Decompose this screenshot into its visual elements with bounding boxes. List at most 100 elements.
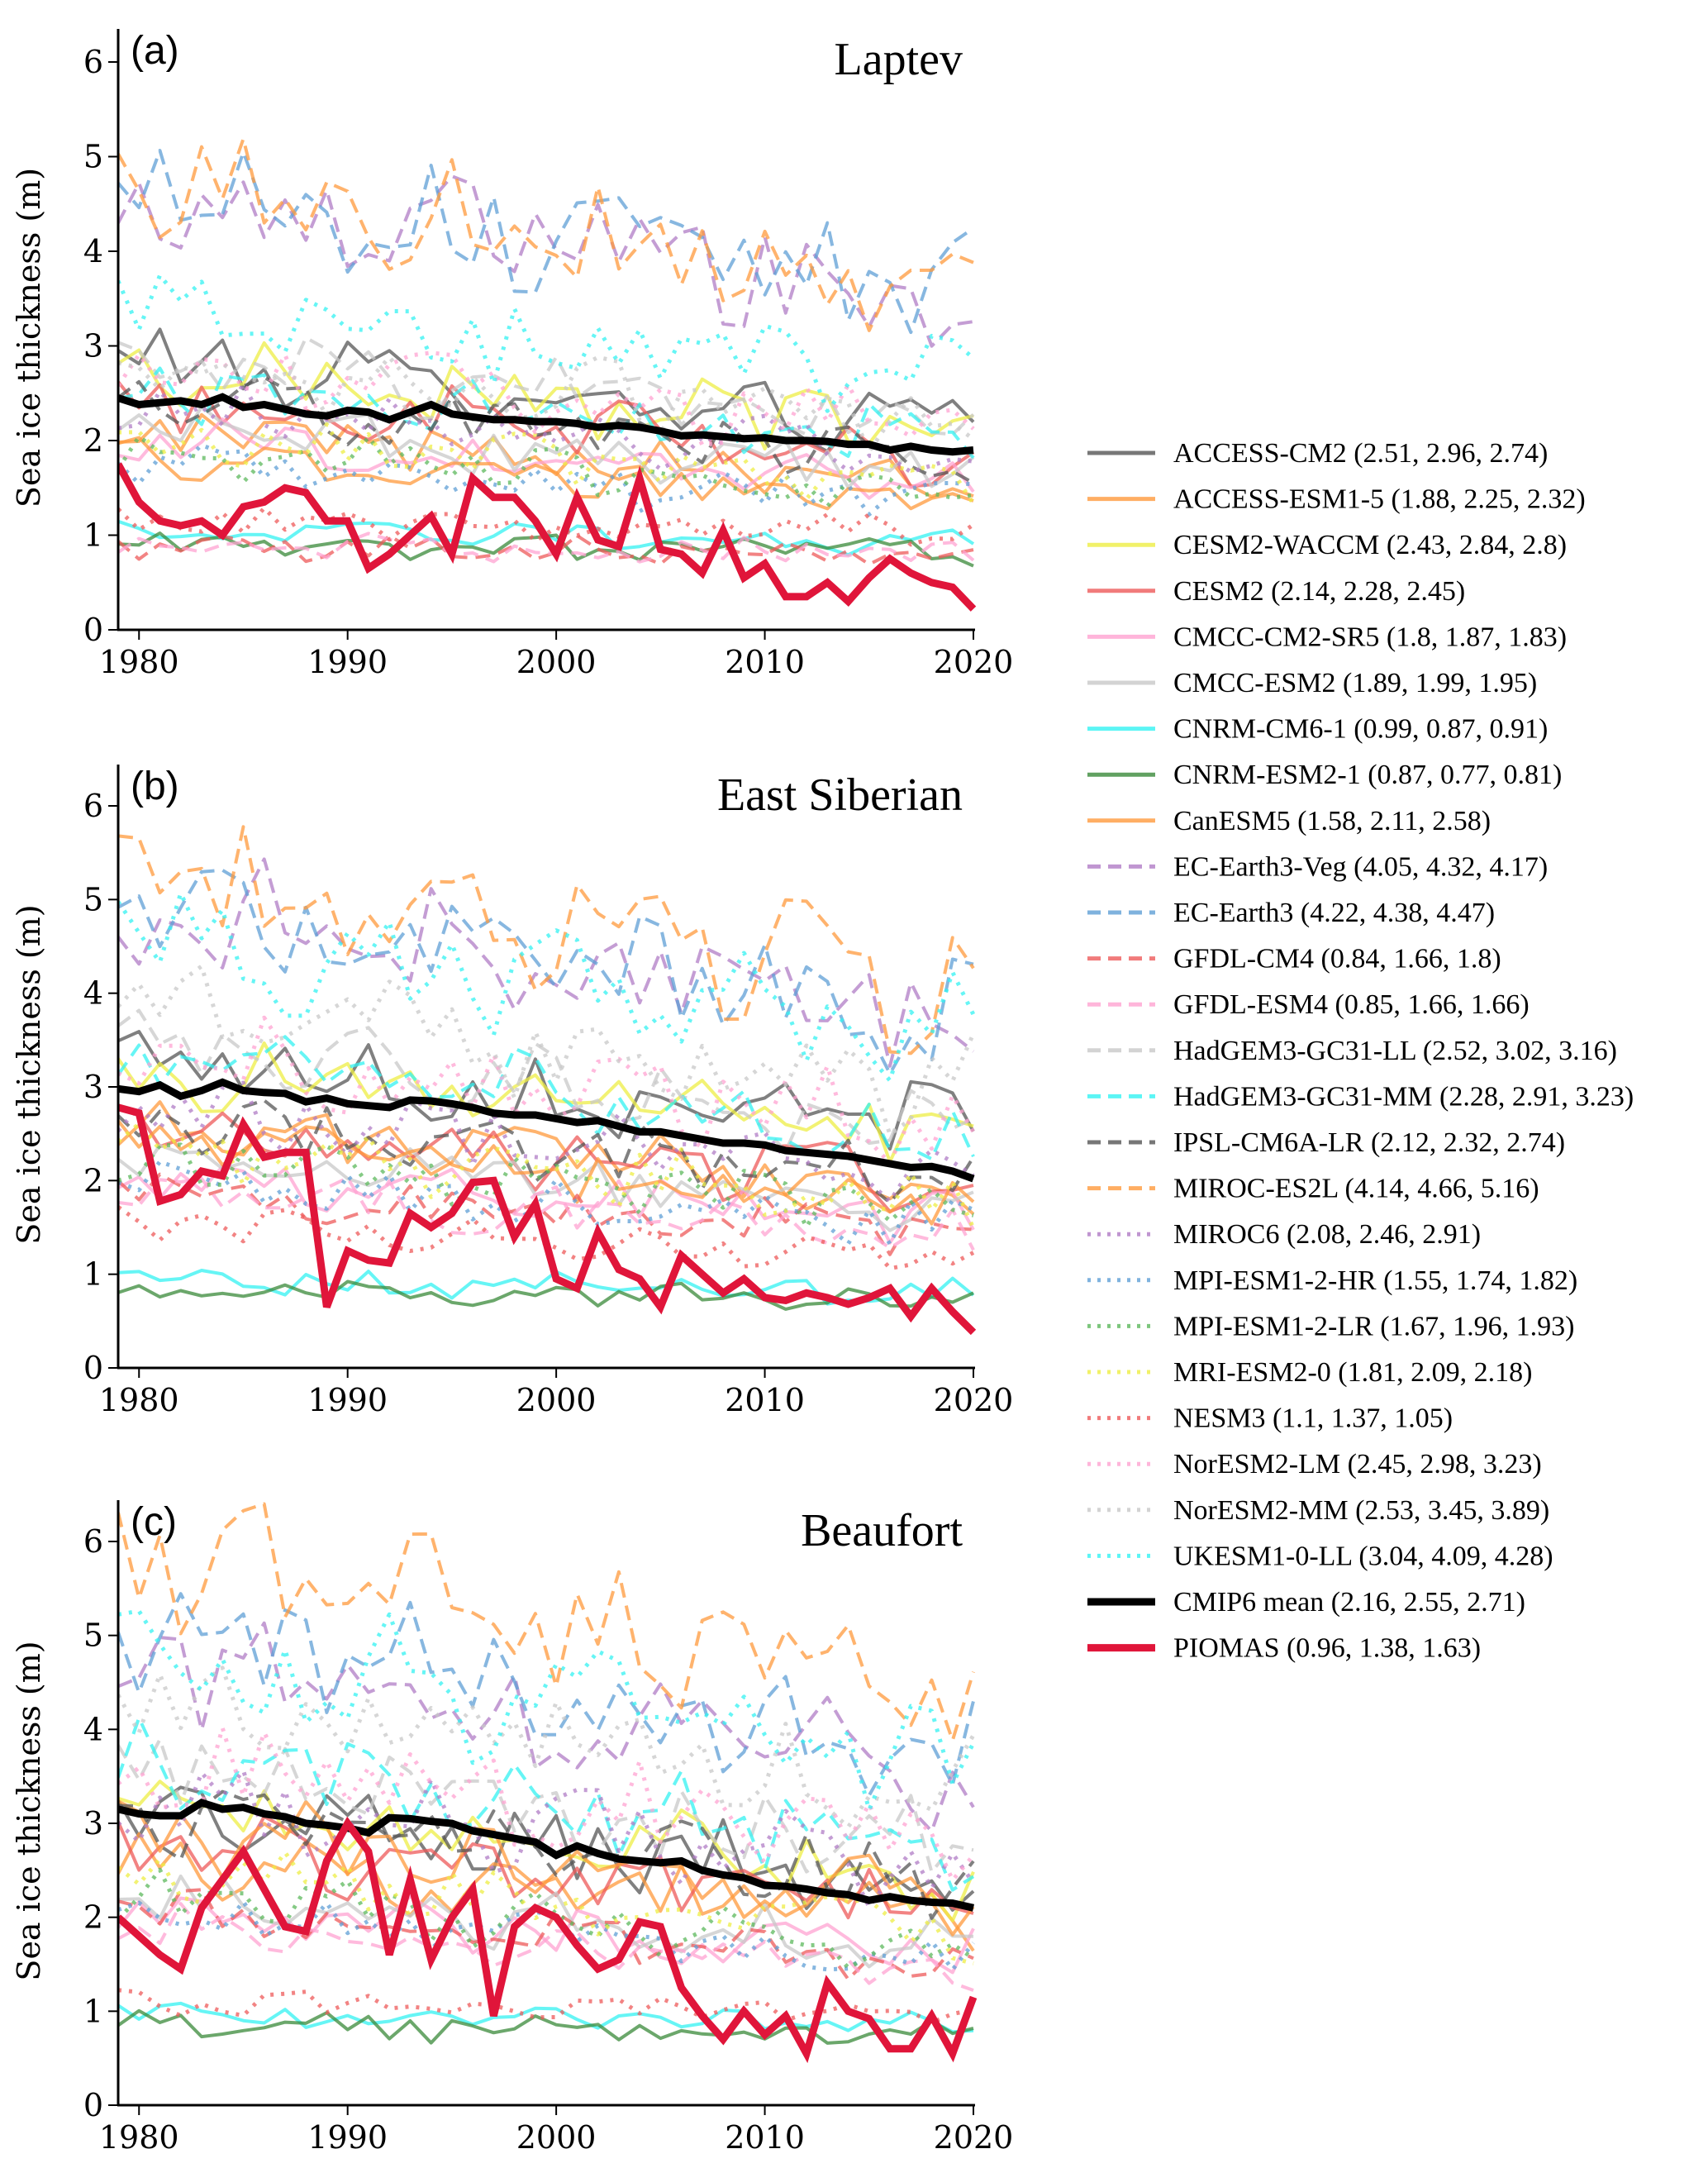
piomas-line xyxy=(118,1103,977,1336)
legend-item: NorESM2-LM (2.45, 2.98, 3.23) xyxy=(1087,1449,1542,1479)
legend-item: PIOMAS (0.96, 1.38, 1.63) xyxy=(1087,1633,1481,1664)
y-axis-label: Sea ice thickness (m) xyxy=(11,904,47,1244)
legend-item: IPSL-CM6A-LR (2.12, 2.32, 2.74) xyxy=(1087,1127,1565,1158)
y-axis-label: Sea ice thickness (m) xyxy=(11,168,47,507)
legend-label: CanESM5 (1.58, 2.11, 2.58) xyxy=(1173,806,1491,836)
series-line-miroc6 xyxy=(118,381,974,474)
series-line-miroc-es2l xyxy=(118,1502,975,1742)
y-tick-label: 4 xyxy=(83,975,103,1012)
legend-label: NorESM2-LM (2.45, 2.98, 3.23) xyxy=(1173,1449,1542,1479)
y-tick-label: 1 xyxy=(83,517,103,554)
series-lines xyxy=(118,1502,977,2064)
panel-c: 0 1 2 3 4 5 6 1980 1990 2000 2010 2020 Sea ice thick… xyxy=(11,1500,1013,2156)
series-line-cmcc-cm2-sr5 xyxy=(118,417,975,500)
series-line-cnrm-cm6-1 xyxy=(118,1269,975,1306)
series-line-miroc6 xyxy=(118,1768,976,1909)
legend: ACCESS-CM2 (2.51, 2.96, 2.74) ACCESS-ESM1… xyxy=(1087,438,1634,1664)
x-tick-label: 2000 xyxy=(516,1382,597,1418)
y-tick-label: 6 xyxy=(83,1523,103,1560)
series-line-gfdl-cm4 xyxy=(118,534,974,566)
series-line-noresm2-lm xyxy=(118,1725,975,1883)
y-tick-label: 6 xyxy=(83,788,103,824)
legend-label: MRI-ESM2-0 (1.81, 2.09, 2.18) xyxy=(1173,1357,1532,1388)
series-line-cmcc-esm2 xyxy=(118,1874,974,1969)
y-tick-label: 5 xyxy=(83,881,103,917)
x-tick-label: 2020 xyxy=(934,1382,1014,1418)
series-line-miroc-es2l xyxy=(118,137,974,332)
legend-item: HadGEM3-GC31-LL (2.52, 3.02, 3.16) xyxy=(1087,1036,1617,1066)
legend-item: NorESM2-MM (2.53, 3.45, 3.89) xyxy=(1087,1495,1549,1526)
series-line-gfdl-esm4 xyxy=(118,531,975,564)
series-line-ec-earth3 xyxy=(118,149,975,335)
legend-item: CESM2-WACCM (2.43, 2.84, 2.8) xyxy=(1087,530,1567,560)
series-line-access-esm1-5 xyxy=(118,1100,975,1216)
legend-item: MPI-ESM1-2-LR (1.67, 1.96, 1.93) xyxy=(1087,1311,1574,1341)
y-tick-label: 1 xyxy=(83,1993,103,2029)
series-line-noresm2-lm xyxy=(118,350,975,447)
legend-label: MPI-ESM1-2-LR (1.67, 1.96, 1.93) xyxy=(1173,1311,1574,1341)
legend-label: CESM2 (2.14, 2.28, 2.45) xyxy=(1173,576,1465,607)
legend-item: ACCESS-ESM1-5 (1.88, 2.25, 2.32) xyxy=(1087,484,1586,515)
legend-label: HadGEM3-GC31-LL (2.52, 3.02, 3.16) xyxy=(1173,1036,1617,1066)
legend-label: CMIP6 mean (2.16, 2.55, 2.71) xyxy=(1173,1587,1525,1618)
panel-letter: (b) xyxy=(131,765,179,808)
legend-item: CMCC-ESM2 (1.89, 1.99, 1.95) xyxy=(1087,668,1537,698)
series-line-gfdl-esm4 xyxy=(118,1902,974,1992)
legend-label: MIROC6 (2.08, 2.46, 2.91) xyxy=(1173,1219,1481,1250)
y-tick-label: 5 xyxy=(83,1618,103,1654)
x-tick-label: 2010 xyxy=(725,644,805,680)
series-line-gfdl-cm4 xyxy=(118,1172,974,1256)
series-lines xyxy=(118,137,977,612)
series-line-noresm2-mm xyxy=(118,964,976,1137)
cmip6-mean-line xyxy=(118,393,974,456)
series-line-mri-esm2-0 xyxy=(118,1122,976,1229)
legend-label: GFDL-ESM4 (0.85, 1.66, 1.66) xyxy=(1173,989,1530,1020)
series-line-ec-earth3-veg xyxy=(118,174,974,348)
y-tick-label: 4 xyxy=(83,1711,103,1747)
legend-item: MRI-ESM2-0 (1.81, 2.09, 2.18) xyxy=(1087,1357,1532,1388)
legend-item: EC-Earth3 (4.22, 4.38, 4.47) xyxy=(1087,898,1495,928)
legend-label: IPSL-CM6A-LR (2.12, 2.32, 2.74) xyxy=(1173,1127,1565,1158)
legend-label: CNRM-CM6-1 (0.99, 0.87, 0.91) xyxy=(1173,714,1548,745)
series-line-ec-earth3 xyxy=(118,1592,975,1798)
legend-label: ACCESS-ESM1-5 (1.88, 2.25, 2.32) xyxy=(1173,484,1586,515)
series-line-ec-earth3 xyxy=(118,868,974,1075)
legend-item: UKESM1-0-LL (3.04, 4.09, 4.28) xyxy=(1087,1541,1553,1571)
legend-label: HadGEM3-GC31-MM (2.28, 2.91, 3.23) xyxy=(1173,1081,1634,1112)
series-line-ec-earth3-veg xyxy=(118,1621,975,1833)
legend-label: CESM2-WACCM (2.43, 2.84, 2.8) xyxy=(1173,530,1567,560)
series-line-miroc6 xyxy=(118,1080,975,1203)
y-tick-label: 0 xyxy=(83,2087,103,2123)
y-tick-label: 3 xyxy=(83,1805,103,1842)
cmip6-mean-line xyxy=(118,1078,975,1183)
x-tick-label: 1980 xyxy=(99,2119,179,2156)
x-tick-label: 1980 xyxy=(99,644,179,680)
legend-label: MIROC-ES2L (4.14, 4.66, 5.16) xyxy=(1173,1174,1539,1204)
panel-b: 0 1 2 3 4 5 6 1980 1990 2000 2010 2020 Sea ice thick… xyxy=(11,765,1013,1418)
series-line-mri-esm2-0 xyxy=(118,422,976,505)
x-tick-label: 2020 xyxy=(934,2119,1014,2156)
series-lines xyxy=(118,825,977,1336)
x-tick-label: 2010 xyxy=(725,2119,805,2156)
legend-label: ACCESS-CM2 (2.51, 2.96, 2.74) xyxy=(1173,438,1548,469)
legend-item: NESM3 (1.1, 1.37, 1.05) xyxy=(1087,1403,1453,1434)
legend-label: CMCC-ESM2 (1.89, 1.99, 1.95) xyxy=(1173,668,1537,698)
x-tick-label: 1990 xyxy=(307,2119,388,2156)
series-line-cnrm-cm6-1 xyxy=(118,2001,974,2034)
legend-item: CMCC-CM2-SR5 (1.8, 1.87, 1.83) xyxy=(1087,622,1567,652)
series-line-ukesm1-0-ll xyxy=(118,1608,976,1813)
y-tick-label: 2 xyxy=(83,422,103,459)
region-title: Beaufort xyxy=(801,1505,963,1556)
panel-a: 0 1 2 3 4 5 6 1980 1990 2000 2010 2020 Sea ice thick… xyxy=(11,29,1013,680)
legend-label: EC-Earth3-Veg (4.05, 4.32, 4.17) xyxy=(1173,851,1548,882)
legend-label: PIOMAS (0.96, 1.38, 1.63) xyxy=(1173,1633,1481,1664)
series-line-cmcc-cm2-sr5 xyxy=(118,1165,975,1245)
piomas-line xyxy=(118,462,977,612)
series-line-hadgem3-gc31-ll xyxy=(118,1008,974,1154)
legend-label: CMCC-CM2-SR5 (1.8, 1.87, 1.83) xyxy=(1173,622,1567,652)
legend-item: CNRM-ESM2-1 (0.87, 0.77, 0.81) xyxy=(1087,760,1562,790)
cmip6-mean-line xyxy=(118,1799,974,1912)
series-line-cesm2-waccm xyxy=(118,1041,974,1164)
series-line-cnrm-esm2-1 xyxy=(118,2008,974,2045)
